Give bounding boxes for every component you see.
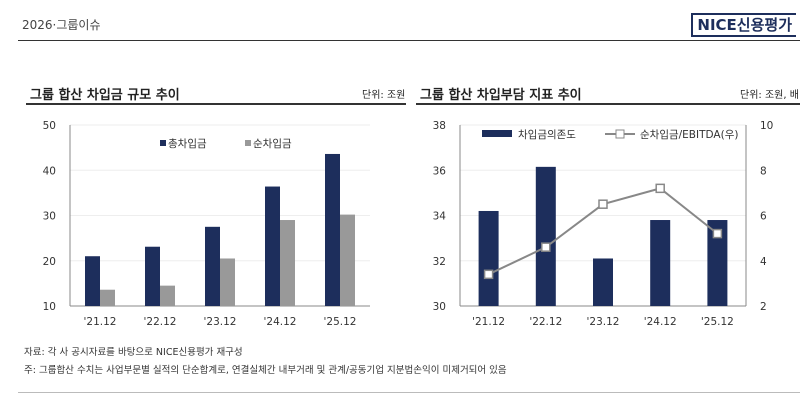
chart1-title: 그룹 합산 차입금 규모 추이 [30, 88, 180, 103]
line-marker [541, 242, 551, 252]
chart1-title-rule [26, 103, 406, 105]
bar [593, 258, 613, 306]
nice-logo: NICE신용평가 [691, 13, 796, 37]
source-note: 자료: 각 사 공시자료를 바탕으로 NICE신용평가 재구성 [24, 347, 243, 358]
line-marker [655, 183, 665, 194]
y2-tick-label: 2 [760, 301, 767, 313]
x-tick-label: '22.12 [529, 316, 562, 328]
x-tick-label: '25.12 [324, 316, 357, 328]
y2-tick-label: 8 [760, 165, 767, 177]
y-tick-label: 40 [43, 165, 56, 177]
line-marker [712, 228, 723, 239]
chart2-title-rule [416, 103, 800, 105]
y-tick-label: 10 [43, 301, 56, 313]
bar-순차입금 [100, 289, 115, 306]
bar [707, 220, 728, 306]
legend-swatch [160, 140, 166, 146]
y-tick-label: 20 [43, 256, 56, 268]
bar-순차입금 [340, 214, 355, 306]
y-tick-label: 30 [43, 211, 56, 223]
bar-총차입금 [145, 246, 160, 306]
y-tick-label: 32 [433, 256, 446, 268]
legend-label: 차입금의존도 [518, 128, 576, 141]
legend-swatch [482, 130, 512, 137]
legend-label: 총차입금 [168, 137, 207, 150]
x-tick-label: '22.12 [144, 316, 177, 328]
legend-marker [615, 129, 625, 139]
y-tick-label: 50 [43, 120, 56, 132]
footer-divider [18, 392, 800, 393]
legend-label: 순차입금 [253, 137, 292, 150]
y2-tick-label: 6 [760, 211, 767, 223]
footnote: 주: 그룹합산 수치는 사업부문별 실적의 단순합계로, 연결실체간 내부거래 … [24, 365, 507, 376]
chart2-title: 그룹 합산 차입부담 지표 추이 [420, 88, 582, 103]
x-tick-label: '24.12 [644, 316, 677, 328]
y-tick-label: 30 [433, 301, 446, 313]
y-tick-label: 38 [433, 120, 446, 132]
legend-swatch [245, 140, 251, 146]
x-tick-label: '23.12 [204, 316, 237, 328]
x-tick-label: '24.12 [264, 316, 297, 328]
chart1-svg: 10 20 30 40 50 '21.12 '22.12 '23.12 '24.12 '25.12… [43, 120, 370, 328]
x-tick-label: '25.12 [701, 316, 734, 328]
bar-총차입금 [85, 256, 100, 306]
bar [650, 220, 671, 306]
bar-순차입금 [220, 258, 235, 306]
bar-순차입금 [280, 220, 295, 306]
header-divider [18, 40, 800, 41]
bar-순차입금 [160, 285, 175, 306]
line-marker [483, 269, 494, 280]
y-tick-label: 36 [433, 165, 447, 177]
x-tick-label: '21.12 [84, 316, 117, 328]
chart2-unit: 단위: 조원, 배 [740, 90, 799, 101]
bar-총차입금 [325, 153, 340, 306]
line-marker [598, 199, 608, 209]
legend-label: 순차입금/EBITDA(우) [640, 128, 738, 141]
section-label: 2026·그룹이슈 [22, 18, 101, 32]
bar [535, 166, 556, 306]
chart1-unit: 단위: 조원 [362, 90, 406, 101]
x-tick-label: '23.12 [587, 316, 620, 328]
y-tick-label: 34 [433, 211, 447, 223]
bar [478, 210, 499, 306]
y2-tick-label: 4 [760, 256, 767, 268]
bar-총차입금 [205, 226, 220, 306]
bar-총차입금 [265, 186, 280, 306]
y2-tick-label: 10 [760, 120, 773, 132]
chart2-svg: 30 32 34 36 38 '21.12 '22.12 '23.12 '24.12 '25.12… [433, 120, 774, 328]
x-tick-label: '21.12 [472, 316, 505, 328]
